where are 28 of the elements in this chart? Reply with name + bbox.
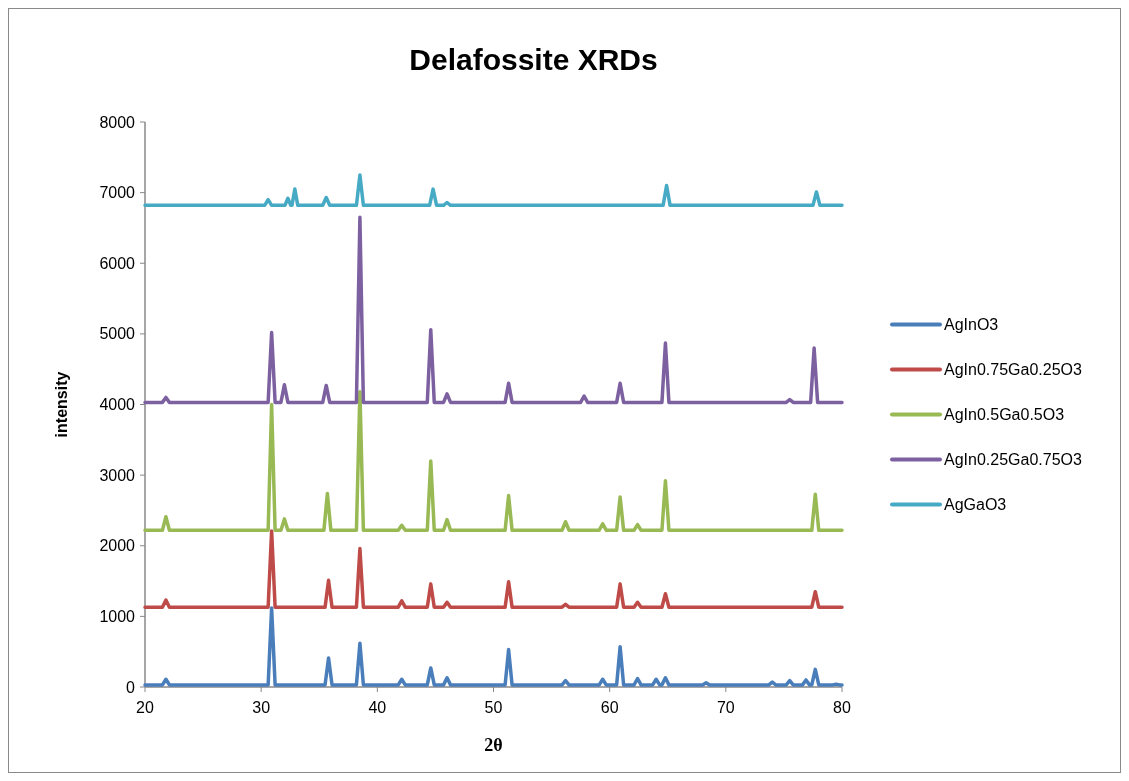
legend-label: AgIn0.5Ga0.5O3 (944, 406, 1065, 424)
y-tick-label: 4000 (99, 396, 136, 414)
y-tick-label: 5000 (99, 325, 136, 343)
legend-label: AgInO3 (944, 316, 999, 334)
x-tick-label: 50 (484, 699, 503, 716)
x-tick-label: 70 (716, 699, 735, 716)
line-series (143, 173, 844, 208)
legend-label: AgGaO3 (944, 496, 1007, 514)
x-tick-label: 60 (600, 699, 619, 716)
legend-label: AgIn0.75Ga0.25O3 (944, 361, 1082, 379)
y-tick-label: 6000 (99, 254, 136, 272)
line-series (143, 390, 844, 532)
y-tick-label: 2000 (99, 537, 136, 555)
line-series (143, 215, 844, 405)
legend-label: AgIn0.25Ga0.75O3 (944, 451, 1082, 469)
y-tick-label: 1000 (99, 607, 136, 625)
y-tick-label: 3000 (99, 466, 136, 484)
x-tick-label: 40 (368, 699, 387, 716)
line-series (143, 529, 844, 609)
y-tick-label: 7000 (99, 184, 136, 202)
y-axis-title: intensity (53, 371, 70, 438)
x-tick-label: 80 (833, 699, 851, 716)
y-tick-label: 8000 (99, 113, 136, 131)
y-tick-label: 0 (126, 678, 136, 696)
x-axis-title: 2θ (484, 735, 503, 755)
x-tick-label: 30 (252, 699, 271, 716)
chart-title: Delafossite XRDs (409, 43, 658, 76)
x-tick-label: 20 (136, 699, 154, 716)
